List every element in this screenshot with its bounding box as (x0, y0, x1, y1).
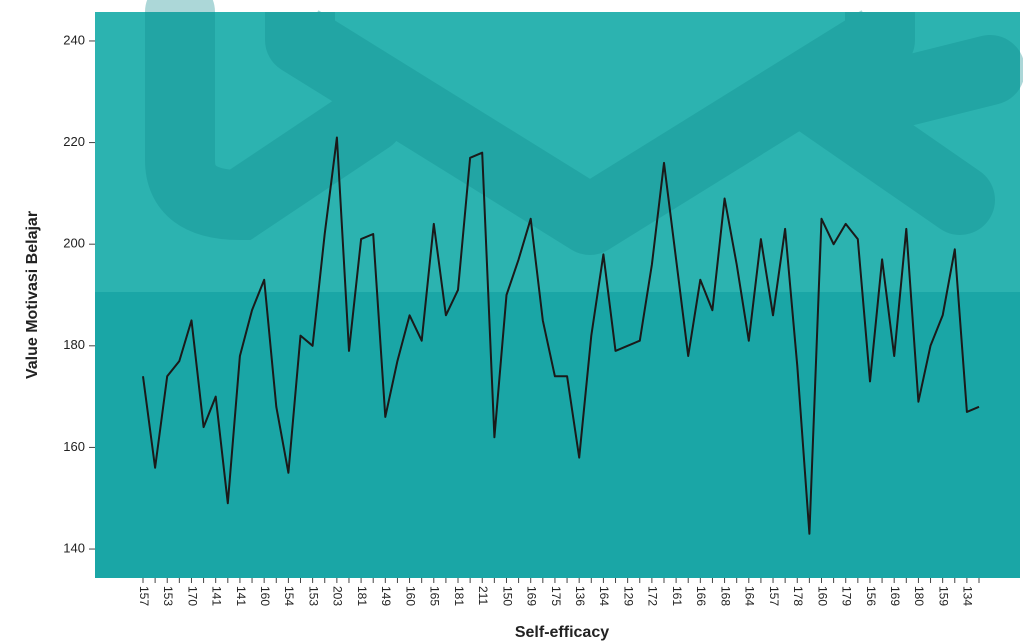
x-tick-label: 149 (379, 586, 393, 606)
x-tick-label: 211 (476, 586, 490, 605)
x-tick-label: 150 (500, 586, 514, 606)
x-tick-label: 169 (888, 586, 902, 606)
x-tick-label: 164 (743, 586, 757, 606)
x-tick-label: 178 (791, 586, 805, 606)
x-tick-label: 165 (428, 586, 442, 606)
x-tick-label: 160 (258, 586, 272, 606)
x-tick-label: 160 (403, 586, 417, 606)
x-tick-label: 134 (961, 586, 975, 606)
x-tick-label: 166 (694, 586, 708, 606)
x-tick-label: 161 (670, 586, 684, 606)
x-tick-label: 179 (840, 586, 854, 606)
x-tick-label: 141 (210, 586, 224, 606)
y-tick-label: 140 (63, 540, 85, 555)
y-tick-label: 240 (63, 32, 85, 47)
x-tick-label: 157 (767, 586, 781, 606)
x-tick-label: 129 (621, 586, 635, 606)
x-tick-label: 159 (936, 586, 950, 606)
x-axis-title: Self-efficacy (515, 624, 609, 641)
x-tick-label: 203 (331, 586, 345, 606)
x-tick-label: 172 (646, 586, 660, 606)
y-tick-label: 180 (63, 337, 85, 352)
x-tick-label: 154 (282, 586, 296, 606)
x-tick-label: 153 (306, 586, 320, 606)
y-axis-title: Value Motivasi Belajar (24, 211, 41, 379)
x-tick-label: 168 (718, 586, 732, 606)
x-tick-label: 141 (234, 586, 248, 606)
y-tick-label: 220 (63, 134, 85, 149)
y-tick-label: 160 (63, 439, 85, 454)
x-tick-label: 164 (597, 586, 611, 606)
x-tick-label: 136 (573, 586, 587, 606)
x-tick-label: 181 (452, 586, 466, 606)
x-tick-label: 169 (525, 586, 539, 606)
x-tick-label: 175 (549, 586, 563, 606)
y-tick-label: 200 (63, 236, 85, 251)
x-tick-label: 153 (161, 586, 175, 606)
x-tick-label: 160 (815, 586, 829, 606)
x-tick-label: 180 (912, 586, 926, 606)
x-tick-label: 181 (355, 586, 369, 606)
x-tick-label: 170 (185, 586, 199, 606)
x-tick-label: 157 (137, 586, 151, 606)
x-tick-label: 156 (864, 586, 878, 606)
chart: Value Motivasi Belajar Self-efficacy 140… (0, 0, 1023, 644)
